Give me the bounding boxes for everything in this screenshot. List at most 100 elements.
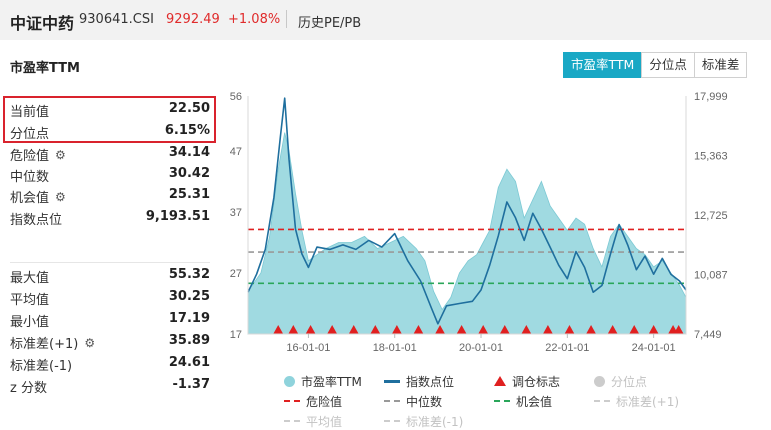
pe-chart[interactable]: 56 47 37 27 17 17,999 15,363 12,725 10,087 7,449 1… — [218, 88, 738, 368]
index-code: 930641.CSI — [79, 12, 154, 27]
y-left-tick-label: 27 — [230, 268, 242, 280]
y-right-tick-label: 7,449 — [694, 329, 722, 341]
legend-label: 调仓标志 — [512, 374, 561, 389]
legend-dot-icon — [594, 375, 605, 387]
rebalance-marker — [327, 325, 338, 334]
stat-mean: 平均值 30.25 — [10, 287, 210, 308]
rebalance-marker — [273, 325, 284, 334]
index-points-line — [247, 97, 687, 325]
top-bar: 中证中药 930641.CSI 9292.49 +1.08% 历史PE/PB — [0, 0, 771, 40]
index-price: 9292.49 — [166, 12, 220, 27]
legend-rebalance[interactable]: 调仓标志 — [494, 373, 560, 389]
stat-label-wrap: 标准差(+1) ⚙ — [10, 333, 96, 353]
gear-icon[interactable]: ⚙ — [84, 335, 96, 350]
y-right-tick-label: 10,087 — [694, 269, 728, 281]
stats-divider — [10, 262, 210, 263]
y-left-tick-label: 56 — [230, 91, 242, 103]
rebalance-marker — [586, 325, 597, 334]
stat-value: 6.15% — [164, 123, 210, 138]
stat-label-wrap: 机会值 ⚙ — [10, 187, 66, 207]
rebalance-marker — [499, 325, 510, 334]
x-tick-label: 22-01-01 — [545, 342, 589, 354]
index-name: 中证中药 — [10, 14, 75, 33]
y-right-tick-label: 12,725 — [694, 210, 728, 222]
stat-value: 30.25 — [168, 289, 210, 304]
legend-label: 中位数 — [406, 394, 443, 409]
stat-percentile: 分位点 6.15% — [10, 121, 210, 142]
stat-std-plus: 标准差(+1) ⚙ 35.89 — [10, 331, 210, 352]
stat-label: 中位数 — [10, 170, 50, 185]
legend-median[interactable]: 中位数 — [384, 393, 442, 409]
x-tick-label: 24-01-01 — [632, 342, 676, 354]
stat-value: 9,193.51 — [145, 209, 210, 224]
legend-dash-icon — [284, 400, 300, 402]
stat-label: 最大值 — [10, 271, 50, 286]
x-tick-label: 18-01-01 — [373, 342, 417, 354]
stat-min: 最小值 17.19 — [10, 309, 210, 330]
stat-std-minus: 标准差(-1) 24.61 — [10, 353, 210, 374]
stat-label: 平均值 — [10, 293, 50, 308]
legend-pe-ttm[interactable]: 市盈率TTM — [284, 373, 362, 389]
gear-icon[interactable]: ⚙ — [55, 189, 66, 204]
rebalance-marker — [305, 325, 316, 334]
stat-max: 最大值 55.32 — [10, 265, 210, 286]
stat-value: 35.89 — [168, 333, 210, 348]
legend-std-minus[interactable]: 标准差(-1) — [384, 413, 463, 429]
stat-label: 分位点 — [10, 127, 50, 142]
y-left-tick-label: 47 — [230, 146, 242, 158]
divider — [286, 10, 287, 28]
legend-index-points[interactable]: 指数点位 — [384, 373, 454, 389]
stat-current-value: 当前值 22.50 — [10, 99, 210, 120]
legend-percentile[interactable]: 分位点 — [594, 373, 647, 389]
stat-label: 指数点位 — [10, 213, 63, 228]
legend-label: 标准差(+1) — [616, 394, 680, 409]
rebalance-marker — [542, 325, 553, 334]
tab-std-dev[interactable]: 标准差 — [693, 52, 748, 78]
stat-opportunity-value: 机会值 ⚙ 25.31 — [10, 185, 210, 206]
rebalance-marker — [607, 325, 618, 334]
stat-value: 55.32 — [168, 267, 210, 282]
rebalance-marker — [648, 325, 659, 334]
legend-dot-icon — [284, 375, 295, 387]
legend-danger[interactable]: 危险值 — [284, 393, 342, 409]
rebalance-marker — [435, 325, 446, 334]
y-right-tick-label: 15,363 — [694, 150, 728, 162]
stat-value: 34.14 — [168, 145, 210, 160]
gear-icon[interactable]: ⚙ — [55, 147, 66, 162]
stat-label: 标准差(+1) — [10, 337, 79, 352]
stat-value: 17.19 — [168, 311, 210, 326]
x-tick-label: 16-01-01 — [286, 342, 330, 354]
rebalance-marker — [478, 325, 489, 334]
legend-label: 市盈率TTM — [301, 374, 362, 389]
metric-tabs: 市盈率TTM 分位点 标准差 — [563, 52, 748, 78]
stat-z-score: z 分数 -1.37 — [10, 375, 210, 396]
y-left-tick-label: 37 — [230, 207, 242, 219]
stat-median: 中位数 30.42 — [10, 164, 210, 185]
legend-label: 平均值 — [306, 414, 343, 429]
stat-label: 标准差(-1) — [10, 359, 73, 374]
stat-label-wrap: 危险值 ⚙ — [10, 145, 66, 165]
rebalance-marker — [673, 325, 684, 334]
tab-percentile[interactable]: 分位点 — [641, 52, 695, 78]
legend-label: 机会值 — [516, 394, 553, 409]
triangle-icon — [494, 376, 506, 386]
rebalance-marker — [348, 325, 359, 334]
index-change: +1.08% — [228, 12, 281, 27]
stat-danger-value: 危险值 ⚙ 34.14 — [10, 143, 210, 164]
stat-label: 机会值 — [10, 191, 50, 206]
rebalance-marker — [288, 325, 299, 334]
history-pe-pb-link[interactable]: 历史PE/PB — [298, 16, 362, 31]
rebalance-marker — [370, 325, 381, 334]
stat-value: -1.37 — [172, 377, 210, 392]
legend-line-icon — [384, 379, 400, 383]
legend-mean[interactable]: 平均值 — [284, 413, 342, 429]
legend-std-plus[interactable]: 标准差(+1) — [594, 393, 679, 409]
stat-value: 22.50 — [168, 101, 210, 116]
stat-label: 最小值 — [10, 315, 50, 330]
current-value-highlight — [3, 96, 216, 143]
section-title: 市盈率TTM — [10, 61, 80, 76]
stat-value: 30.42 — [168, 166, 210, 181]
stat-label: z 分数 — [10, 381, 47, 396]
legend-opportunity[interactable]: 机会值 — [494, 393, 552, 409]
tab-pe-ttm[interactable]: 市盈率TTM — [563, 52, 643, 78]
